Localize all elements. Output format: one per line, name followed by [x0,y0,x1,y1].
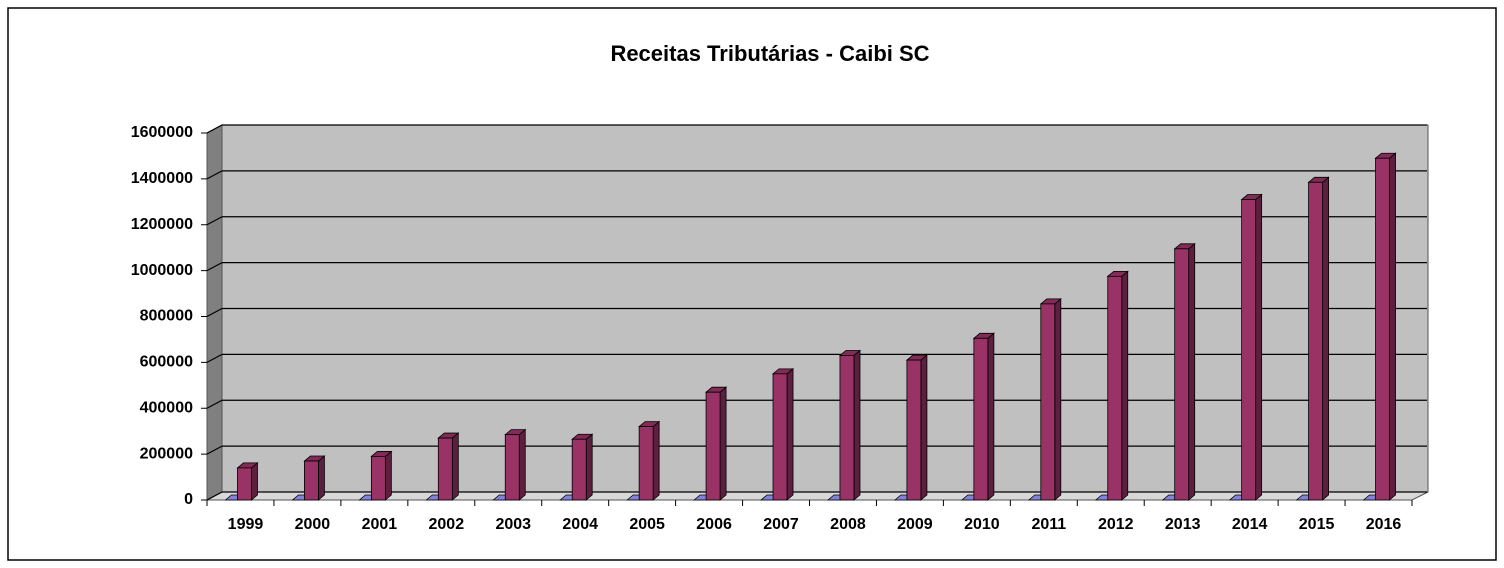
bar [973,337,989,501]
bar-side [1322,176,1329,501]
grid-line [206,399,223,409]
bar [571,438,587,501]
bar-side [384,450,392,501]
bar [1241,199,1257,501]
x-tick-label: 2013 [1165,516,1201,533]
grid-line [206,445,223,455]
bar-side [920,354,928,501]
x-tick-label: 2001 [362,516,398,533]
x-tick-label: 2009 [897,516,933,533]
bar-side [786,367,794,501]
bar-side [652,420,660,501]
x-tick-label: 2006 [696,516,732,533]
x-tick-label: 2000 [295,516,331,533]
x-tick-label: 2010 [964,516,1000,533]
bar-side [1389,152,1396,501]
x-tick-label: 2003 [495,516,531,533]
x-tick-label: 2007 [763,516,799,533]
bar [772,373,788,501]
x-tick-label: 2008 [830,516,866,533]
bar-side [518,428,526,501]
y-tick-label: 800000 [140,308,193,325]
bar-side [451,432,459,501]
bar-side [251,462,258,501]
x-tick-label: 2004 [562,516,598,533]
x-tick-label: 2002 [429,516,465,533]
y-tick-label: 1200000 [131,216,193,233]
y-tick-label: 1600000 [131,124,193,141]
bar [437,437,453,501]
bar [237,467,252,501]
bar [504,434,520,501]
bar [1040,303,1056,501]
grid-line [206,216,223,226]
x-tick-label: 1999 [228,516,264,533]
bar [906,359,922,501]
bar-side [987,332,995,501]
grid-line [206,170,223,180]
chart-title: Receitas Tributárias - Caibi SC [610,41,929,66]
x-tick-label: 2011 [1031,516,1066,533]
y-tick-label: 1000000 [131,262,193,279]
bar-side [1054,298,1062,501]
bar [370,456,386,501]
y-tick-label: 200000 [140,445,193,462]
grid-line [206,124,223,134]
grid-line [206,491,223,501]
bar [1174,248,1190,501]
bar-side [1188,242,1196,501]
y-tick-label: 600000 [140,354,193,371]
x-tick-label: 2012 [1098,516,1134,533]
bar [1107,275,1123,501]
grid-line [206,262,223,272]
grid-line [206,307,223,318]
bar-side [1255,193,1263,501]
x-tick-label: 2016 [1366,516,1402,533]
y-tick-label: 400000 [140,399,193,416]
bar [839,355,855,501]
bar [638,426,654,501]
bar [1375,157,1390,501]
x-tick-label: 2014 [1232,516,1268,533]
bar-side [853,349,861,501]
bar [705,391,721,501]
y-tick-label: 0 [184,491,193,508]
bar-side [719,386,727,501]
bar [1308,181,1323,501]
y-tick-label: 1400000 [131,170,193,187]
x-tick-label: 2015 [1299,516,1335,533]
bar-side [585,433,593,501]
x-tick-label: 2005 [629,516,665,533]
bar-side [1121,270,1129,501]
bar [304,460,319,501]
grid-line [206,353,223,363]
bar-side [318,455,325,501]
